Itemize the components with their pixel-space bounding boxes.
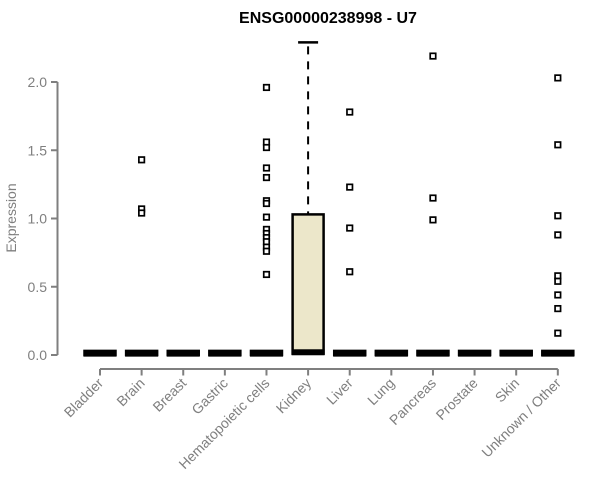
median-bar xyxy=(333,350,367,357)
box-body xyxy=(291,213,325,355)
outlier-point xyxy=(262,83,271,92)
box-hematopoietic-cells xyxy=(249,83,284,357)
box-liver xyxy=(332,108,367,357)
box-skin xyxy=(499,349,533,357)
median-bar xyxy=(83,350,117,357)
x-tick-label-lung: Lung xyxy=(364,375,397,408)
outlier-point xyxy=(262,270,271,279)
x-tick-label-bladder: Bladder xyxy=(61,375,107,421)
x-tick-label-skin: Skin xyxy=(492,375,523,406)
y-tick-label: 2.0 xyxy=(28,74,48,90)
outlier-point xyxy=(262,199,271,208)
median-bar xyxy=(541,350,575,357)
median-bar xyxy=(166,350,200,357)
median-bar xyxy=(249,350,283,357)
x-tick-label-liver: Liver xyxy=(323,375,356,408)
outlier-point xyxy=(554,74,562,82)
x-tick-label-breast: Breast xyxy=(149,375,189,415)
outlier-point xyxy=(346,108,354,116)
outlier-point xyxy=(554,231,562,239)
x-tick-label-unknown-other: Unknown / Other xyxy=(478,375,564,461)
box-prostate xyxy=(457,349,492,357)
y-tick-label: 0.0 xyxy=(28,347,48,363)
box-series xyxy=(83,41,575,357)
y-tick-label: 1.0 xyxy=(28,211,48,227)
y-axis-label: Expression xyxy=(3,183,19,252)
y-tick-label: 1.5 xyxy=(28,142,48,158)
median-bar xyxy=(458,350,492,357)
outlier-point xyxy=(429,216,437,224)
box-bladder xyxy=(83,349,117,357)
median-bar xyxy=(499,350,533,357)
outlier-point xyxy=(554,212,562,220)
outlier-point xyxy=(554,291,562,299)
median-bar xyxy=(291,349,325,356)
box-kidney xyxy=(291,41,325,356)
box-unknown-other xyxy=(541,74,575,357)
outlier-point xyxy=(554,329,562,337)
outlier-point xyxy=(262,173,271,182)
chart-title: ENSG00000238998 - U7 xyxy=(239,10,417,27)
box-breast xyxy=(166,349,200,357)
outlier-point xyxy=(346,268,354,276)
box-pancreas xyxy=(416,52,450,357)
outlier-point xyxy=(554,304,562,313)
box-lung xyxy=(374,349,409,357)
y-axis: 0.0 0.5 1.0 1.5 2.0 xyxy=(28,74,59,363)
box-brain xyxy=(124,156,159,357)
outlier-point xyxy=(554,141,562,149)
median-bar xyxy=(208,350,242,357)
x-tick-label-kidney: Kidney xyxy=(273,375,315,417)
outlier-point xyxy=(346,183,354,191)
x-tick-label-brain: Brain xyxy=(113,375,147,409)
median-bar xyxy=(416,350,450,357)
outlier-point xyxy=(429,194,437,202)
outlier-point xyxy=(262,247,271,255)
outlier-point xyxy=(262,164,271,172)
x-tick-label-prostate: Prostate xyxy=(433,375,481,423)
outlier-point xyxy=(138,209,146,217)
outlier-point xyxy=(262,213,271,221)
outlier-point xyxy=(346,224,354,232)
median-bar xyxy=(125,350,159,357)
box-gastric xyxy=(208,349,242,357)
y-tick-label: 0.5 xyxy=(28,279,48,295)
median-bar xyxy=(374,350,408,357)
outlier-point xyxy=(262,143,271,152)
outlier-point xyxy=(554,277,562,285)
outlier-point xyxy=(138,156,146,164)
outlier-point xyxy=(429,52,437,60)
